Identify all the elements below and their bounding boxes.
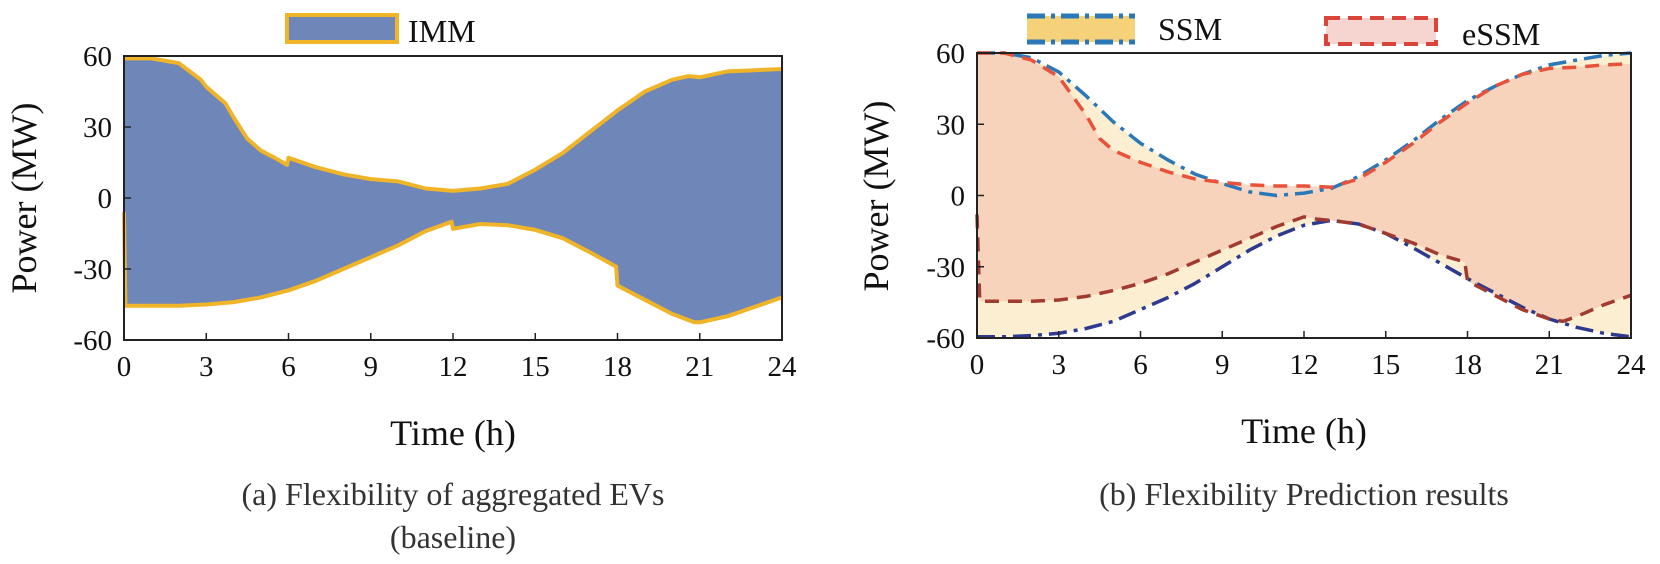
x-tick-label: 15 — [521, 351, 550, 383]
chart-panel-a: 0 3 6 9 12 15 18 21 24 60 30 0 -30 -60 Power (MW) Tim… — [4, 13, 797, 555]
chart-b-xlabel: Time (h) — [1241, 411, 1367, 451]
chart-panel-b: 0 3 6 9 12 15 18 21 24 60 30 0 -30 -60 Power (MW) Tim… — [856, 11, 1646, 512]
chart-a-caption-line2: (baseline) — [390, 519, 516, 555]
x-tick-label: 0 — [970, 349, 985, 381]
chart-b-data — [975, 51, 1632, 339]
y-tick-label: 30 — [83, 112, 112, 144]
series-band-imm — [124, 58, 782, 323]
legend-swatch-imm — [285, 13, 399, 44]
x-tick-label: 6 — [281, 351, 296, 383]
x-tick-label: 3 — [199, 351, 214, 383]
y-tick-label: -60 — [73, 325, 112, 357]
x-tick-label: 0 — [117, 351, 132, 383]
legend-label-ssm: SSM — [1158, 11, 1222, 47]
series-line-essm-lower — [975, 214, 1632, 324]
series-line-imm-upper — [124, 56, 783, 193]
y-tick-label: -60 — [926, 323, 965, 355]
legend-label-essm: eSSM — [1462, 16, 1540, 52]
y-tick-label: 0 — [98, 183, 113, 215]
chart-b-caption-line1: (b) Flexibility Prediction results — [1099, 476, 1509, 512]
legend-swatch-essm — [1324, 16, 1438, 46]
x-tick-label: 9 — [1215, 349, 1230, 381]
chart-a-data — [122, 56, 783, 325]
y-tick-label: 30 — [936, 109, 965, 141]
x-tick-label: 12 — [1290, 349, 1319, 381]
chart-a-ylabel: Power (MW) — [4, 103, 44, 294]
y-tick-label: 0 — [951, 181, 966, 213]
chart-b-legend: SSM eSSM — [1027, 11, 1540, 52]
x-tick-label: 24 — [1617, 349, 1647, 381]
chart-b-ticks: 0 3 6 9 12 15 18 21 24 60 30 0 -30 -60 — [926, 38, 1646, 381]
series-line-imm-lower — [122, 212, 783, 325]
y-tick-label: 60 — [83, 41, 112, 73]
legend-label-imm: IMM — [408, 13, 476, 49]
x-tick-label: 18 — [603, 351, 632, 383]
chart-a-ticks: 0 3 6 9 12 15 18 21 24 60 30 0 -30 -60 — [73, 41, 797, 383]
chart-b-ylabel: Power (MW) — [856, 101, 896, 292]
y-tick-label: 60 — [936, 38, 965, 70]
y-tick-label: -30 — [926, 252, 965, 284]
chart-a-legend: IMM — [285, 13, 476, 49]
x-tick-label: 21 — [685, 351, 714, 383]
x-tick-label: 21 — [1535, 349, 1564, 381]
x-tick-label: 12 — [439, 351, 468, 383]
x-tick-label: 6 — [1133, 349, 1148, 381]
x-tick-label: 3 — [1052, 349, 1067, 381]
series-line-ssm-lower — [977, 218, 1632, 339]
chart-a-xlabel: Time (h) — [390, 413, 516, 453]
chart-a-caption-line1: (a) Flexibility of aggregated EVs — [242, 476, 665, 512]
x-tick-label: 9 — [364, 351, 379, 383]
x-tick-label: 15 — [1371, 349, 1400, 381]
legend-swatch-ssm — [1027, 16, 1135, 42]
y-tick-label: -30 — [73, 254, 112, 286]
x-tick-label: 18 — [1453, 349, 1482, 381]
x-tick-label: 24 — [768, 351, 798, 383]
series-line-essm-upper — [977, 51, 1632, 189]
